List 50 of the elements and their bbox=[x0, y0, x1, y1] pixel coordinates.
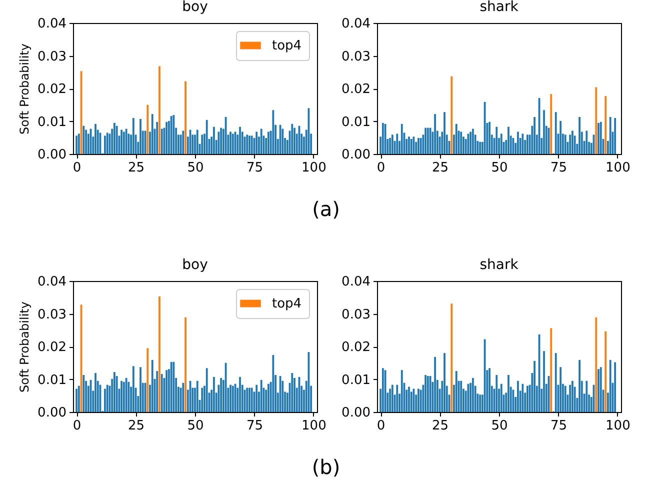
x-tick-label: 0 bbox=[376, 418, 386, 434]
y-tick-label: 0.00 bbox=[342, 148, 370, 162]
x-tick-label: 50 bbox=[491, 160, 508, 176]
y-tick-label: 0.01 bbox=[342, 114, 370, 130]
x-tick-label: 75 bbox=[246, 160, 263, 176]
x-tick-label: 25 bbox=[128, 160, 145, 176]
x-tick-label: 25 bbox=[128, 418, 145, 434]
y-tick-label: 0.01 bbox=[38, 114, 66, 130]
x-tick-label: 100 bbox=[606, 418, 630, 434]
y-tick-label: 0.03 bbox=[38, 307, 66, 322]
y-tick-label: 0.03 bbox=[342, 49, 370, 64]
chart-title: shark bbox=[480, 257, 520, 273]
legend-label: top4 bbox=[272, 38, 302, 54]
y-tick-label: 0.03 bbox=[38, 49, 66, 64]
y-axis-title: Soft Probability bbox=[18, 44, 32, 134]
x-tick-label: 0 bbox=[72, 418, 82, 434]
x-tick-label: 50 bbox=[491, 418, 508, 434]
y-tick-label: 0.04 bbox=[38, 274, 66, 290]
y-tick-label: 0.03 bbox=[342, 307, 370, 322]
x-tick-label: 100 bbox=[302, 160, 326, 176]
text: (b) bbox=[310, 455, 342, 479]
x-tick-label: 100 bbox=[606, 160, 630, 176]
x-tick-label: 75 bbox=[550, 160, 567, 176]
y-axis-title: Soft Probability bbox=[18, 302, 32, 392]
y-tick-label: 0.00 bbox=[342, 406, 370, 420]
x-tick-label: 25 bbox=[432, 160, 449, 176]
x-tick-label: 50 bbox=[187, 160, 204, 176]
y-tick-label: 0.02 bbox=[342, 82, 370, 97]
y-tick-label: 0.01 bbox=[38, 372, 66, 388]
y-tick-label: 0.02 bbox=[38, 82, 66, 97]
x-tick-label: 100 bbox=[302, 418, 326, 434]
x-tick-label: 25 bbox=[432, 418, 449, 434]
legend-label: top4 bbox=[272, 296, 302, 312]
y-tick-label: 0.04 bbox=[38, 16, 66, 32]
chart-title: boy bbox=[182, 257, 208, 273]
x-tick-label: 50 bbox=[187, 418, 204, 434]
x-tick-label: 0 bbox=[72, 160, 82, 176]
text: (a) bbox=[311, 197, 341, 221]
x-tick-label: 0 bbox=[376, 160, 386, 176]
y-tick-label: 0.02 bbox=[38, 340, 66, 355]
chart-title: boy bbox=[182, 0, 208, 15]
y-tick-label: 0.01 bbox=[342, 372, 370, 388]
x-tick-label: 75 bbox=[550, 418, 567, 434]
y-tick-label: 0.02 bbox=[342, 340, 370, 355]
y-tick-label: 0.00 bbox=[38, 148, 66, 162]
y-tick-label: 0.04 bbox=[342, 274, 370, 290]
y-tick-label: 0.04 bbox=[342, 16, 370, 32]
y-tick-label: 0.00 bbox=[38, 406, 66, 420]
chart-title: shark bbox=[480, 0, 520, 15]
x-tick-label: 75 bbox=[246, 418, 263, 434]
